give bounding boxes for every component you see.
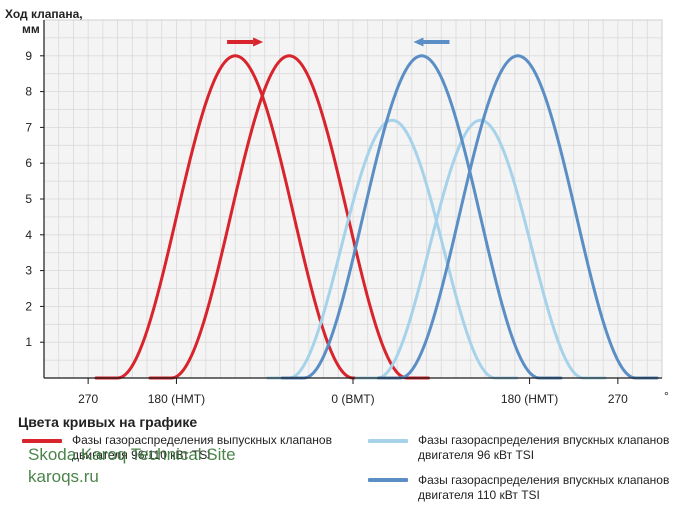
x-axis-unit: °: [664, 389, 669, 403]
curve-intake-96-b: [354, 118, 607, 380]
curve-intake-110-b: [377, 54, 659, 380]
arrow-head-left: [413, 37, 424, 47]
legend-swatch-intake-96: [368, 439, 408, 443]
curve-exhaust-96: [94, 54, 377, 380]
curve-intake-110-a: [280, 54, 563, 380]
x-tick-label: 270: [608, 392, 628, 406]
x-tick-label: 180 (НМТ): [501, 392, 558, 406]
shift-arrows: [227, 37, 450, 47]
legend-item-intake-110-line1: Фазы газораспределения впускных клапанов: [418, 473, 670, 487]
y-tick-label: 7: [25, 120, 32, 134]
chart-curves: [94, 54, 659, 380]
curve-intake-96-a: [266, 118, 519, 380]
y-tick-label: 5: [25, 192, 32, 206]
x-tick-label: 270: [78, 392, 98, 406]
legend-swatch-intake-110: [368, 478, 408, 482]
chart-axes: 1 2 3 4 5 6 7 8 9 270 180 (НМТ) 0 (ВМТ) 180 (НМТ) 270: [25, 20, 662, 406]
arrow-head-right: [253, 37, 264, 47]
y-axis-label-line1: Ход клапана,: [5, 7, 83, 21]
valve-lift-chart: 1 2 3 4 5 6 7 8 9 270 180 (НМТ) 0 (ВМТ) 180 (НМТ) 270…: [5, 7, 669, 406]
legend-item-exhaust: Фазы газораспределения выпускных клапано…: [72, 433, 372, 463]
y-tick-label: 2: [25, 299, 32, 313]
legend-title: Цвета кривых на графике: [18, 414, 198, 430]
legend-swatch-exhaust: [22, 439, 62, 443]
watermark-url: karoqs.ru: [28, 467, 99, 486]
curve-exhaust-110: [148, 54, 431, 380]
y-tick-label: 9: [25, 49, 32, 63]
y-tick-label: 3: [25, 264, 32, 278]
legend-item-intake-110-line2: двигателя 110 кВт TSI: [418, 488, 540, 502]
legend-item-intake-96-line1: Фазы газораспределения впускных клапанов: [418, 433, 670, 447]
legend-item-intake-96-line2: двигателя 96 кВт TSI: [418, 448, 535, 462]
arrow-shaft-left: [423, 40, 450, 44]
legend-item-exhaust-line1: Фазы газораспределения выпускных клапано…: [72, 433, 332, 447]
watermark-site-name: Skoda Karoq Technical Site: [28, 445, 236, 464]
x-tick-label: 180 (НМТ): [148, 392, 205, 406]
y-axis-label-line2: мм: [22, 22, 40, 36]
arrow-shaft-right: [227, 40, 254, 44]
y-tick-label: 6: [25, 156, 32, 170]
legend-item-intake-110: Фазы газораспределения впускных клапанов…: [418, 473, 698, 503]
y-tick-label: 1: [25, 335, 32, 349]
y-tick-label: 4: [25, 228, 32, 242]
legend-item-exhaust-line2: двигателя 96/110 кВт TSI: [72, 448, 211, 462]
y-tick-label: 8: [25, 85, 32, 99]
legend-item-intake-96: Фазы газораспределения впускных клапанов…: [418, 433, 698, 463]
x-tick-label: 0 (ВМТ): [331, 392, 374, 406]
